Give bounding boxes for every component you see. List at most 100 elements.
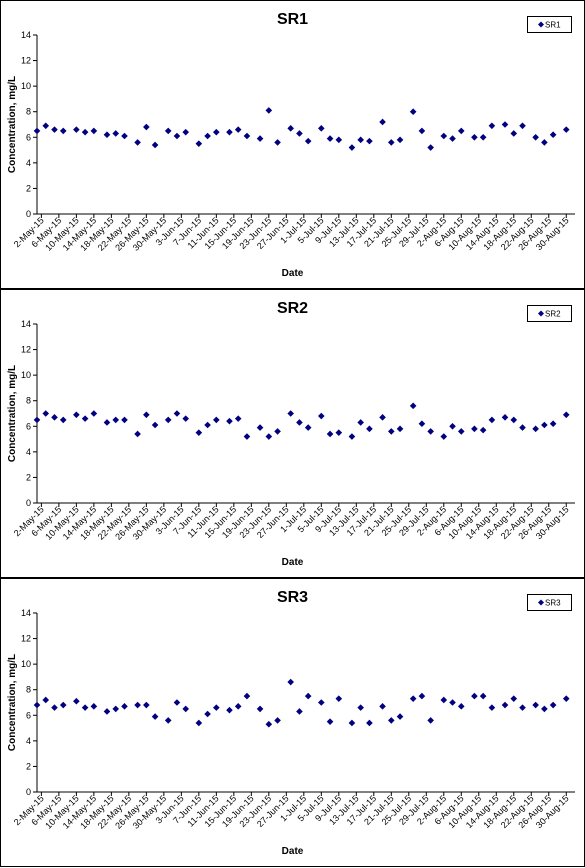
chart-sr1-data-point — [164, 127, 172, 135]
chart-sr3-data-point — [81, 704, 89, 711]
chart-sr1-data-point — [59, 127, 67, 135]
chart-sr2-data-point — [387, 428, 395, 435]
chart-sr1-data-point — [287, 125, 294, 132]
chart-sr2-data-point — [287, 410, 294, 417]
chart-sr3-data-point — [532, 701, 539, 709]
chart-sr3-data-point — [549, 701, 557, 709]
chart-sr1-data-point — [204, 132, 211, 140]
chart-sr3-data-point — [204, 710, 211, 718]
chart-sr3-data-point — [59, 701, 67, 709]
chart-sr2-y-tick-label: 2 — [26, 472, 31, 482]
chart-sr2-y-tick-label: 8 — [26, 396, 31, 406]
chart-sr3-data-point — [265, 720, 273, 728]
chart-sr2-data-point — [427, 428, 434, 435]
chart-sr3-y-tick-label: 8 — [26, 685, 31, 695]
chart-sr3-data-point — [112, 705, 120, 713]
chart-sr1-data-point — [213, 128, 220, 136]
chart-sr2-y-tick-label: 6 — [26, 421, 31, 431]
chart-sr3-data-point — [143, 701, 150, 709]
chart-sr3-data-point — [366, 719, 373, 727]
chart-sr1-data-point — [304, 137, 312, 145]
chart-sr1-data-point — [549, 131, 557, 139]
chart-sr2-data-point — [366, 425, 373, 433]
chart-sr1-data-point — [326, 135, 334, 142]
chart-sr3-data-point — [418, 692, 426, 700]
chart-sr3-data-point — [134, 701, 141, 709]
chart-sr3-data-point — [304, 692, 312, 700]
chart-sr2-data-point — [51, 414, 58, 421]
chart-sr3-frame — [0, 578, 585, 867]
chart-sr1-data-point — [409, 108, 417, 116]
chart-sr2-data-point — [265, 433, 273, 440]
chart-sr2-data-point — [449, 422, 456, 430]
chart-sr3-data-point — [427, 717, 434, 724]
chart-sr1-y-tick-label: 2 — [26, 183, 31, 193]
chart-sr2-data-point — [112, 416, 120, 424]
chart-sr1-data-point — [519, 122, 526, 130]
chart-sr2-y-tick-label: 0 — [26, 498, 31, 508]
chart-sr2-data-point — [256, 424, 264, 431]
chart-sr3-data-point — [121, 703, 128, 710]
chart-sr1-data-point — [541, 139, 548, 146]
chart-sr2-legend-marker — [538, 310, 544, 317]
chart-sr1-data-point — [427, 144, 434, 151]
chart-sr1-x-axis-title: Date — [282, 268, 304, 279]
chart-sr1-data-point — [256, 135, 264, 142]
chart-sr1-data-point — [318, 125, 325, 132]
chart-sr2-data-point — [81, 415, 89, 422]
chart-sr3-data-point — [195, 719, 203, 727]
chart-sr1-data-point — [134, 139, 141, 146]
chart-sr1-y-tick-label: 8 — [26, 107, 31, 117]
chart-sr2-data-point — [457, 428, 465, 435]
chart-sr1-data-point — [42, 122, 50, 130]
chart-sr1-data-point — [151, 141, 159, 149]
chart-sr3-y-tick-label: 2 — [26, 761, 31, 771]
chart-sr3-legend-box — [527, 594, 572, 611]
chart-sr1-data-point — [173, 132, 181, 140]
chart-sr2-data-point — [143, 411, 150, 419]
chart-sr3-data-point — [379, 703, 386, 710]
chart-sr2-data-point — [510, 416, 518, 424]
chart-sr3-data-point — [213, 704, 220, 711]
chart-sr1-legend-box — [527, 16, 572, 33]
chart-sr2-data-point — [440, 433, 448, 440]
chart-sr1-data-point — [121, 132, 128, 140]
chart-sr1-data-point — [274, 139, 281, 146]
chart-sr3-data-point — [457, 703, 465, 710]
chart-sr2-data-point — [243, 433, 251, 440]
chart-sr1-data-point — [449, 135, 456, 142]
chart-sr3-data-point — [287, 678, 294, 686]
chart-sr1-data-point — [396, 136, 404, 144]
chart-sr3-data-point — [335, 695, 343, 702]
chart-sr3-data-point — [90, 703, 98, 710]
chart-sr1-data-point — [195, 140, 203, 147]
chart-sr2-data-point — [226, 417, 233, 425]
chart-sr2-frame — [0, 289, 585, 578]
chart-sr3-data-point — [274, 717, 281, 724]
chart-sr1-data-point — [379, 118, 386, 126]
chart-sr1-data-point — [33, 127, 41, 135]
chart-sr1-data-point — [143, 123, 150, 131]
chart-sr2-y-tick-label: 4 — [26, 447, 31, 457]
chart-sr2-data-point — [318, 412, 325, 420]
chart-sr3-y-axis-title: Concentration, mg/L — [7, 654, 18, 751]
chart-sr2-data-point — [335, 429, 343, 436]
chart-sr1-title: SR1 — [277, 11, 308, 28]
chart-sr3-y-tick-label: 10 — [21, 659, 31, 669]
chart-sr1-data-point — [182, 128, 190, 136]
chart-sr3-data-point — [387, 717, 395, 724]
chart-sr2-data-point — [304, 424, 312, 431]
chart-sr3-data-point — [151, 713, 159, 720]
chart-sr3-y-tick-label: 0 — [26, 787, 31, 797]
chart-sr3-data-point — [471, 692, 478, 700]
chart-sr3-data-point — [501, 701, 509, 709]
chart-sr2-data-point — [234, 415, 242, 422]
chart-sr2-data-point — [151, 421, 159, 429]
chart-sr2-data-point — [90, 410, 98, 417]
chart-sr1-data-point — [366, 137, 373, 145]
chart-sr3-data-point — [326, 718, 334, 725]
chart-sr2-panel: SR2024681012142-May-156-May-1510-May-151… — [0, 289, 585, 578]
chart-sr2-data-point — [488, 416, 496, 424]
